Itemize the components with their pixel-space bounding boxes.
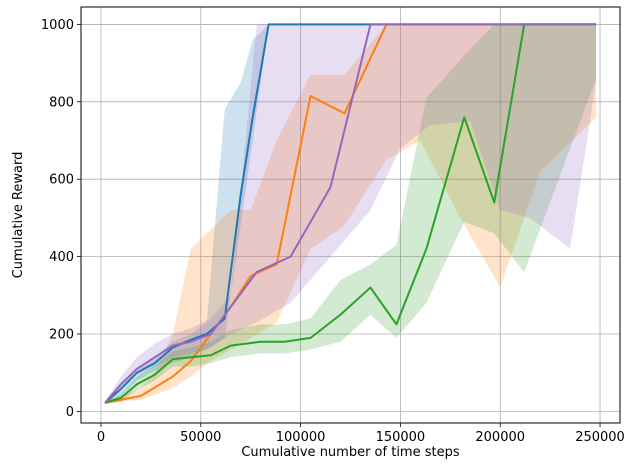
x-tick-label: 200000	[475, 430, 525, 445]
confidence-bands	[104, 24, 597, 404]
y-axis-label: Cumulative Reward	[11, 152, 26, 279]
grid-lines	[81, 7, 620, 423]
y-tick-label: 0	[66, 405, 74, 420]
series-2-band	[104, 24, 597, 404]
series-4-band	[104, 24, 597, 404]
series-3-line	[104, 23, 597, 404]
axis-ticks	[77, 24, 601, 427]
x-axis-label: Cumulative number of time steps	[241, 445, 459, 460]
y-tick-label: 1000	[41, 18, 74, 33]
x-tick-label: 150000	[376, 430, 426, 445]
series-lines	[104, 23, 597, 404]
series-3-band	[104, 24, 597, 404]
x-tick-label: 250000	[575, 430, 625, 445]
x-tick-label: 50000	[180, 430, 221, 445]
series-1-line	[104, 23, 597, 404]
x-tick-label: 100000	[276, 430, 326, 445]
y-tick-labels: 0 200 400 600 800 1000	[41, 18, 74, 420]
series-1-band	[104, 24, 597, 404]
plot-frame	[80, 6, 621, 424]
x-tick-labels: 0 50000 100000 150000 200000 250000	[97, 430, 625, 445]
y-tick-label: 800	[49, 95, 74, 110]
series-4-line	[104, 23, 597, 404]
y-tick-label: 400	[49, 250, 74, 265]
x-tick-label: 0	[97, 430, 105, 445]
y-tick-label: 200	[49, 327, 74, 342]
y-tick-label: 600	[49, 173, 74, 188]
